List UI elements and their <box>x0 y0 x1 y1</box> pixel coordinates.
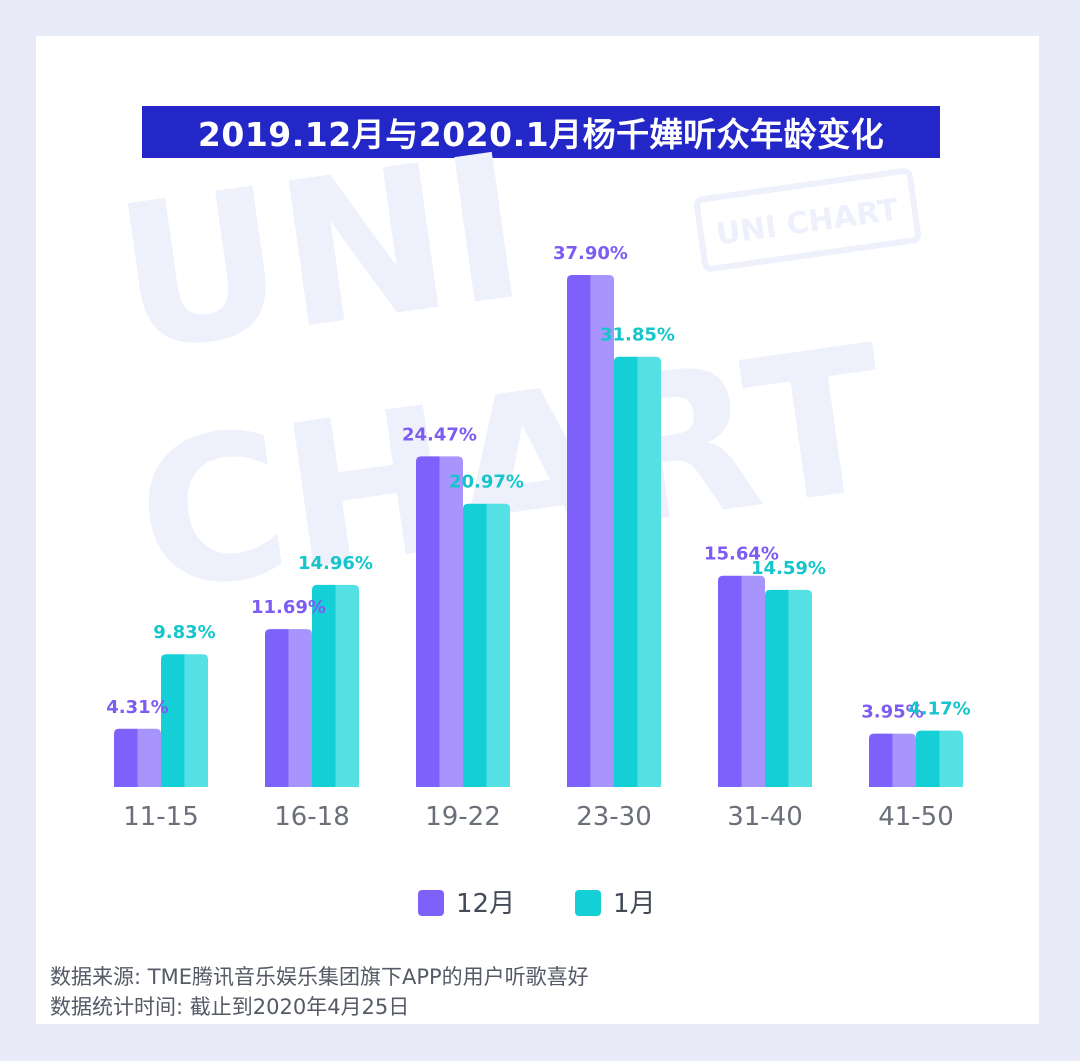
data-period-note: 数据统计时间: 截止到2020年4月25日 <box>50 995 410 1019</box>
x-tick-23-30: 23-30 <box>576 802 652 832</box>
bar-dec-19-22-left <box>416 456 440 787</box>
watermark-text-uni: UNI <box>104 111 537 398</box>
bar-jan-31-40-right <box>788 589 812 787</box>
bar-dec-23-30-right <box>590 275 614 787</box>
legend-label-jan: 1月 <box>613 889 656 919</box>
bar-jan-11-15-left <box>161 654 185 787</box>
x-tick-41-50: 41-50 <box>878 802 954 832</box>
bar-dec-11-15-right <box>137 728 161 787</box>
legend-swatch-jan <box>575 890 601 916</box>
bar-dec-41-50-right <box>892 733 916 787</box>
bar-jan-31-40-left <box>765 589 789 787</box>
x-tick-16-18: 16-18 <box>274 802 350 832</box>
chart-title: 2019.12月与2020.1月杨千嬅听众年龄变化 <box>197 115 885 154</box>
bar-jan-19-22-left <box>463 503 487 787</box>
bar-jan-16-18-left <box>312 584 336 787</box>
bars-group <box>114 275 963 787</box>
legend-label-dec: 12月 <box>456 889 515 919</box>
value-label-dec-23-30: 37.90% <box>553 243 628 264</box>
watermark-stamp-frame <box>693 168 922 272</box>
value-label-jan-16-18: 14.96% <box>298 553 373 574</box>
bar-jan-23-30-left <box>614 356 638 787</box>
chart-title-banner: 2019.12月与2020.1月杨千嬅听众年龄变化 <box>142 106 940 158</box>
value-label-dec-11-15: 4.31% <box>106 697 168 718</box>
x-tick-11-15: 11-15 <box>123 802 199 832</box>
value-label-jan-41-50: 4.17% <box>908 699 970 720</box>
value-label-jan-31-40: 14.59% <box>751 558 826 579</box>
x-tick-19-22: 19-22 <box>425 802 501 832</box>
value-label-dec-19-22: 24.47% <box>402 424 477 445</box>
x-tick-labels-group: 11-15 16-18 19-22 23-30 31-40 41-50 <box>123 802 954 832</box>
bar-jan-11-15-right <box>184 654 208 787</box>
bar-dec-23-30-left <box>567 275 591 787</box>
value-labels-group: 4.31% 9.83% 11.69% 14.96% 24.47% 20.97% 37.90%… <box>106 243 970 723</box>
value-label-dec-41-50: 3.95% <box>861 702 923 723</box>
x-tick-31-40: 31-40 <box>727 802 803 832</box>
bar-jan-41-50-right <box>939 730 963 787</box>
bar-jan-16-18-right <box>335 584 359 787</box>
value-label-jan-11-15: 9.83% <box>153 622 215 643</box>
value-label-dec-16-18: 11.69% <box>251 597 326 618</box>
bar-jan-19-22-right <box>486 503 510 787</box>
data-source-note: 数据来源: TME腾讯音乐娱乐集团旗下APP的用户听歌喜好 <box>50 965 589 989</box>
bar-dec-11-15-left <box>114 728 138 787</box>
bar-dec-31-40-left <box>718 575 742 787</box>
bar-dec-31-40-right <box>741 575 765 787</box>
bar-dec-41-50-left <box>869 733 893 787</box>
value-label-jan-19-22: 20.97% <box>449 472 524 493</box>
legend-swatch-dec <box>418 890 444 916</box>
value-label-jan-23-30: 31.85% <box>600 325 675 346</box>
bar-dec-16-18-right <box>288 629 312 787</box>
bar-dec-16-18-left <box>265 629 289 787</box>
value-label-dec-31-40: 15.64% <box>704 544 779 565</box>
chart-card: 2019.12月与2020.1月杨千嬅听众年龄变化 <box>36 36 1039 1024</box>
legend: 12月 1月 <box>418 889 656 919</box>
bar-jan-41-50-left <box>916 730 940 787</box>
footer-notes: 数据来源: TME腾讯音乐娱乐集团旗下APP的用户听歌喜好 数据统计时间: 截止… <box>50 962 589 1022</box>
bar-jan-23-30-right <box>637 356 661 787</box>
bar-dec-19-22-right <box>439 456 463 787</box>
